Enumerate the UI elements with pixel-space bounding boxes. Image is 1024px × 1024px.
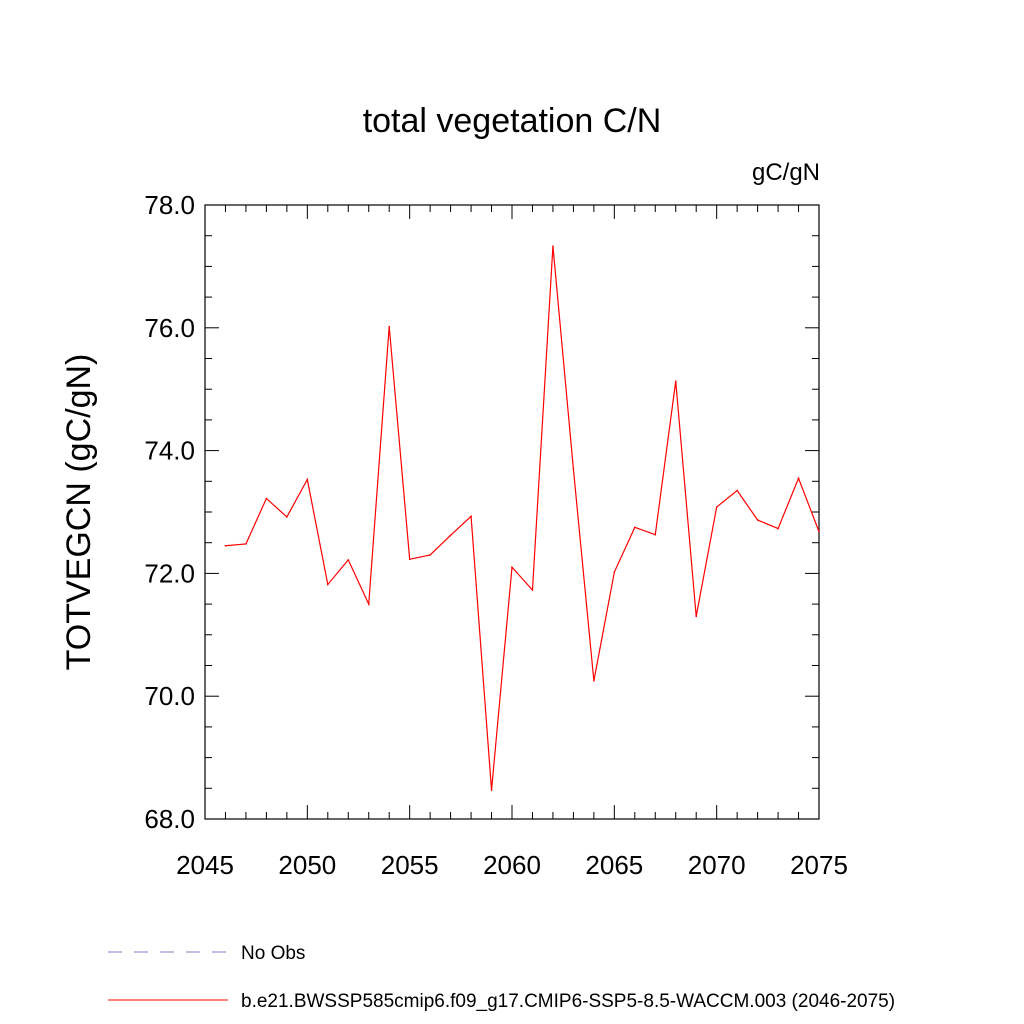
legend-label-model-run: b.e21.BWSSP585cmip6.f09_g17.CMIP6-SSP5-8… [241, 991, 895, 1012]
data-point [470, 515, 472, 518]
data-point [674, 380, 677, 383]
data-point [531, 589, 534, 591]
series-line-0 [225, 246, 820, 791]
x-tick-label: 2060 [483, 850, 541, 880]
data-point [408, 558, 411, 561]
x-tick-label: 2050 [278, 850, 336, 880]
data-point [593, 680, 595, 682]
data-point [818, 530, 820, 533]
y-tick-label: 74.0 [144, 436, 195, 466]
y-axis-title: TOTVEGCN (gC/gN) [60, 354, 98, 671]
data-point [511, 566, 513, 569]
x-tick-labels: 2045 2050 2055 2060 2065 2070 2075 [176, 850, 848, 880]
x-tick-label: 2070 [688, 850, 746, 880]
data-point [245, 543, 247, 545]
data-point [347, 559, 350, 561]
data-point [736, 489, 738, 492]
data-point [797, 477, 800, 480]
units-label: gC/gN [752, 159, 820, 186]
data-point [552, 245, 554, 247]
data-point [613, 571, 616, 573]
data-point [265, 497, 268, 500]
data-point [286, 516, 288, 518]
data-point [777, 527, 779, 530]
series-layer [224, 245, 820, 791]
y-tick-labels: 68.0 70.0 72.0 74.0 76.0 78.0 [144, 190, 195, 834]
y-tick-label: 68.0 [144, 804, 195, 834]
data-point [429, 554, 431, 556]
y-tick-label: 70.0 [144, 681, 195, 711]
data-point [388, 325, 391, 328]
axis-ticks [204, 204, 820, 820]
chart-title: total vegetation C/N [363, 102, 662, 140]
data-point [224, 544, 227, 547]
data-point [654, 533, 657, 536]
x-tick-label: 2065 [585, 850, 643, 880]
data-point [306, 478, 309, 481]
data-point [367, 603, 370, 605]
data-point [449, 534, 452, 537]
legend-label-no-obs: No Obs [241, 943, 305, 964]
data-point [715, 506, 718, 508]
data-point [490, 789, 493, 791]
plot-frame [204, 204, 820, 820]
data-point [756, 519, 759, 521]
x-tick-label: 2055 [381, 850, 439, 880]
x-tick-label: 2075 [790, 850, 848, 880]
y-tick-label: 76.0 [144, 313, 195, 343]
data-point [634, 526, 636, 529]
data-point [327, 583, 329, 586]
data-point [572, 468, 575, 470]
legend: No Obs b.e21.BWSSP585cmip6.f09_g17.CMIP6… [108, 943, 895, 1012]
y-tick-label: 72.0 [144, 558, 195, 588]
x-tick-label: 2045 [176, 850, 234, 880]
y-tick-label: 78.0 [144, 190, 195, 220]
data-point [695, 615, 697, 618]
